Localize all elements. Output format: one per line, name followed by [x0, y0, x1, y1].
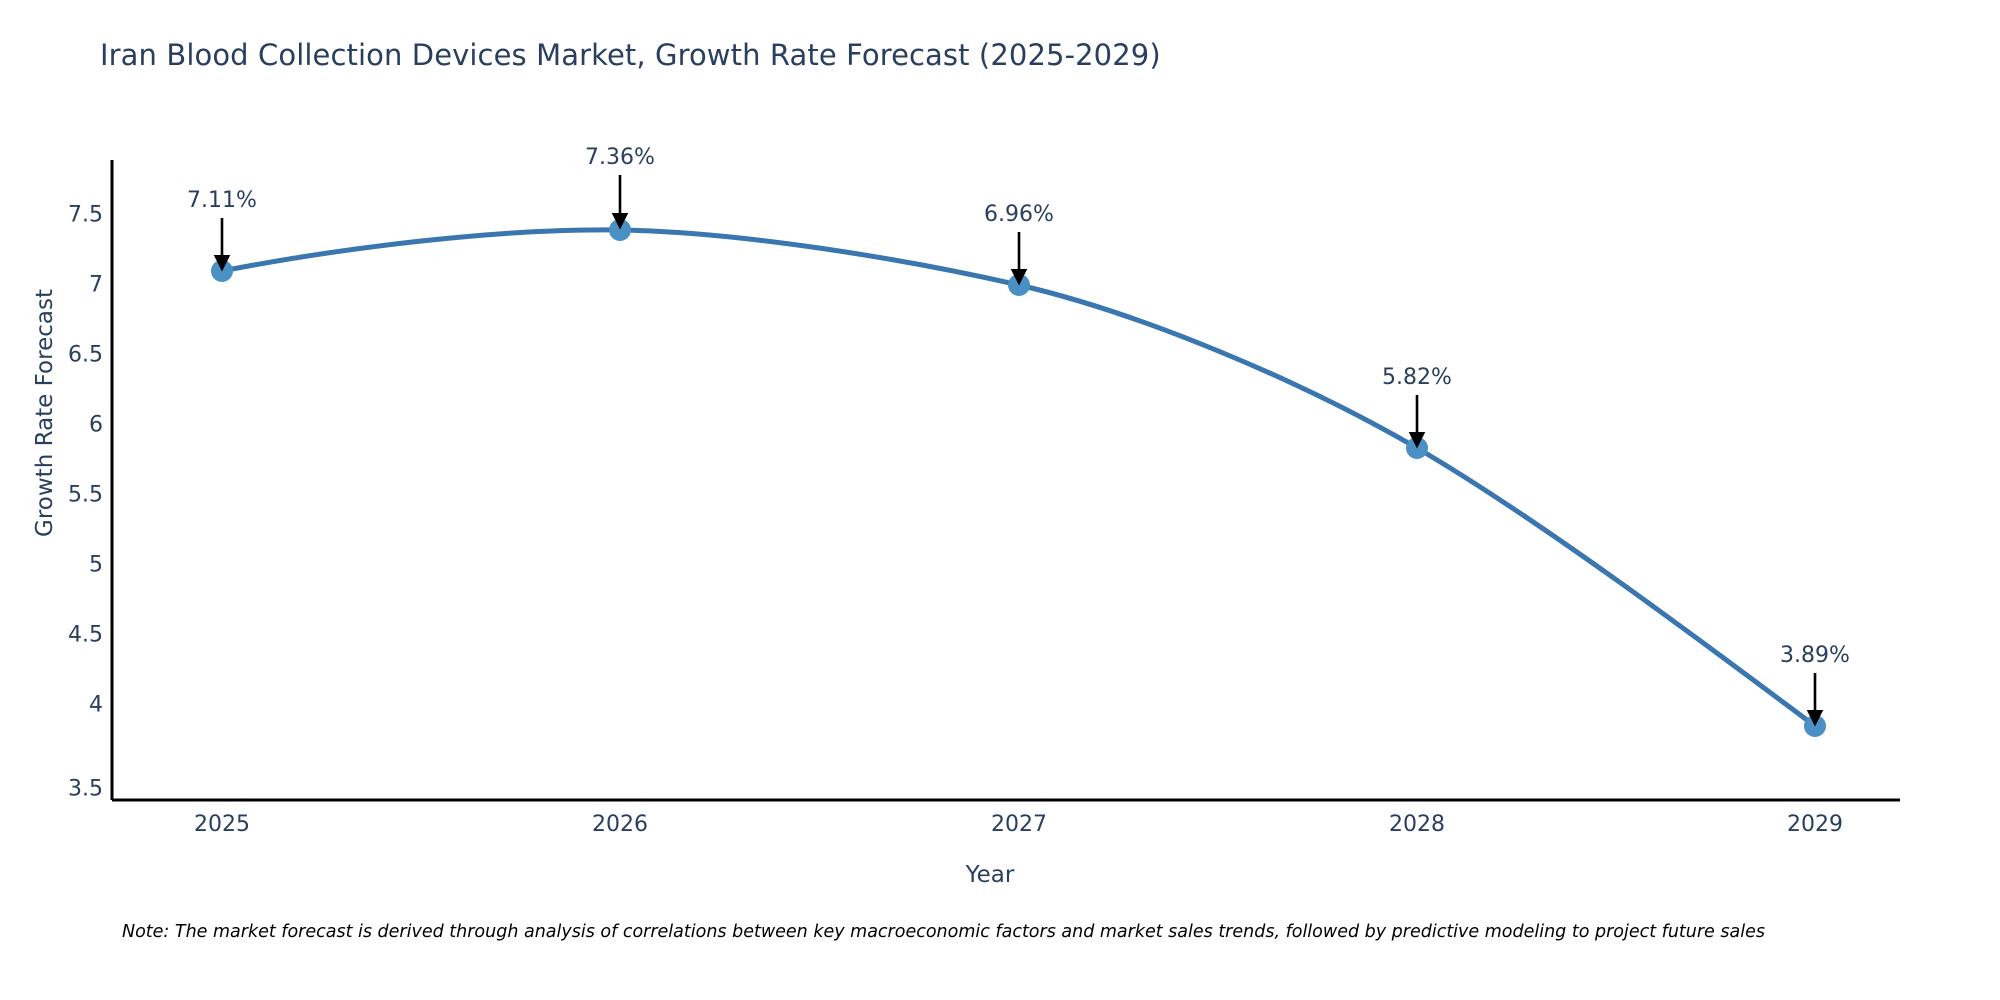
x-axis-title-wrap: Year [0, 862, 2000, 888]
x-tick-label: 2028 [1389, 812, 1445, 837]
y-tick-label: 7 [89, 272, 103, 298]
y-tick-label: 6 [89, 412, 103, 438]
data-point-label: 7.36% [585, 145, 655, 170]
y-tick-label: 4 [89, 692, 103, 718]
x-tick-label: 2026 [592, 812, 648, 837]
data-point-marker[interactable] [1008, 274, 1030, 296]
x-tick-label: 2029 [1787, 812, 1843, 837]
y-axis-tick-labels: 7.5 7 6.5 6 5.5 5 4.5 4 3.5 [0, 0, 103, 1000]
y-tick-label: 6.5 [68, 342, 103, 368]
chart-title: Iran Blood Collection Devices Market, Gr… [100, 38, 1161, 72]
chart-footnote: Note: The market forecast is derived thr… [122, 922, 1765, 942]
y-tick-label: 3.5 [68, 776, 103, 802]
x-tick-label: 2025 [194, 812, 250, 837]
y-tick-label: 5.5 [68, 482, 103, 508]
data-point-label: 7.11% [187, 188, 257, 213]
data-line-series [219, 227, 1818, 729]
data-point-label: 3.89% [1780, 643, 1850, 668]
x-axis-title: Year [965, 862, 1015, 888]
data-point-marker[interactable] [1804, 715, 1826, 737]
y-tick-label: 7.5 [68, 202, 103, 228]
data-point-label: 6.96% [984, 202, 1054, 227]
data-point-marker[interactable] [1406, 437, 1428, 459]
data-point-marker[interactable] [211, 260, 233, 282]
y-tick-label: 4.5 [68, 622, 103, 648]
y-tick-label: 5 [89, 552, 103, 578]
x-tick-label: 2027 [991, 812, 1047, 837]
data-point-marker[interactable] [609, 219, 631, 241]
data-point-label: 5.82% [1382, 365, 1452, 390]
